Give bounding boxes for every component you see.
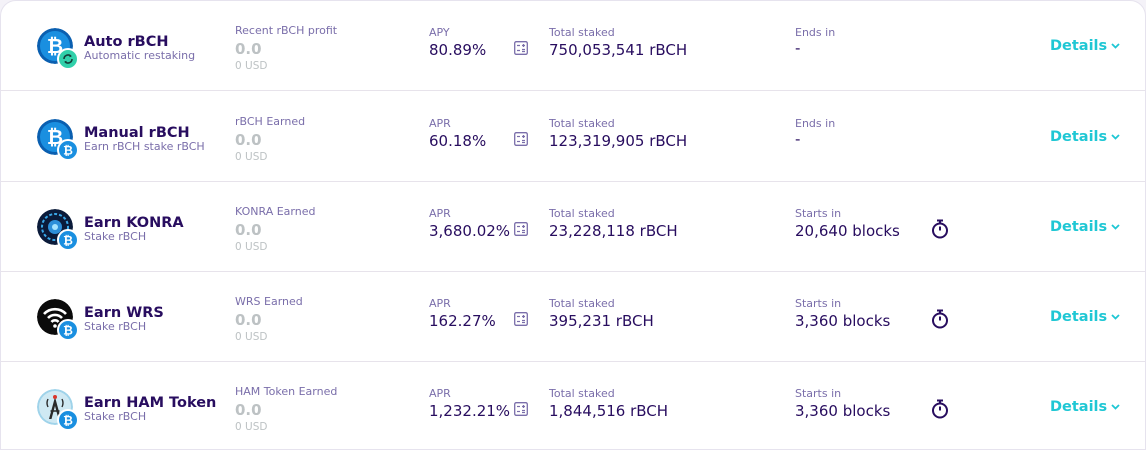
total-staked-value: 1,844,516 rBCH (549, 402, 669, 420)
bch-badge-icon: ₿ (57, 229, 79, 251)
total-staked-value: 750,053,541 rBCH (549, 41, 688, 59)
details-toggle[interactable]: Details (1050, 38, 1120, 54)
earned-usd-value: 0 USD (235, 60, 268, 72)
earned-value: 0.0 (235, 40, 262, 58)
chevron-down-icon (1111, 43, 1120, 49)
rate-value: 162.27% (429, 312, 496, 330)
rate-label: APR (429, 297, 451, 310)
earned-label: HAM Token Earned (235, 385, 338, 398)
auto-restake-icon (57, 48, 79, 70)
timer-icon[interactable] (931, 399, 949, 419)
ends-in-label: Ends in (795, 117, 836, 130)
starts-in-label: Starts in (795, 297, 842, 310)
pool-subtitle: Automatic restaking (84, 49, 196, 62)
rate-label: APR (429, 117, 451, 130)
starts-in-label: Starts in (795, 387, 842, 400)
pool-subtitle: Stake rBCH (84, 410, 147, 423)
total-staked-value: 23,228,118 rBCH (549, 222, 678, 240)
pool-logo: ₿ (37, 299, 79, 341)
starts-in-label: Starts in (795, 207, 842, 220)
details-toggle[interactable]: Details (1050, 309, 1120, 325)
details-toggle[interactable]: Details (1050, 219, 1120, 235)
timer-icon[interactable] (931, 219, 949, 239)
svg-text:₿: ₿ (63, 144, 73, 158)
pool-subtitle: Earn rBCH stake rBCH (84, 140, 205, 153)
chevron-down-icon (1111, 134, 1120, 140)
pool-row-earn-konra[interactable]: ₿ Earn KONRA Stake rBCH KONRA Earned 0.0… (1, 182, 1145, 272)
total-staked-value: 123,319,905 rBCH (549, 132, 688, 150)
calculator-icon[interactable] (514, 41, 528, 55)
pool-row-earn-ham-token[interactable]: ₿ Earn HAM Token Stake rBCH HAM Token Ea… (1, 362, 1145, 449)
pool-logo: ₿ (37, 389, 79, 431)
chevron-down-icon (1111, 224, 1120, 230)
total-staked-label: Total staked (549, 207, 615, 220)
starts-in-value: 3,360 blocks (795, 402, 891, 420)
pool-logo: ₿ (37, 209, 79, 251)
earned-usd-value: 0 USD (235, 331, 268, 343)
starts-in-value: 3,360 blocks (795, 312, 891, 330)
earned-value: 0.0 (235, 401, 262, 419)
total-staked-label: Total staked (549, 297, 615, 310)
calculator-icon[interactable] (514, 132, 528, 146)
rate-label: APR (429, 207, 451, 220)
rate-label: APY (429, 26, 450, 39)
bch-badge-icon: ₿ (57, 409, 79, 431)
timer-icon[interactable] (931, 309, 949, 329)
earned-value: 0.0 (235, 311, 262, 329)
pool-logo: ₿ ₿ (37, 119, 79, 161)
rate-label: APR (429, 387, 451, 400)
details-label: Details (1050, 309, 1108, 325)
rate-value: 3,680.02% (429, 222, 511, 240)
pool-logo: ₿ (37, 28, 79, 70)
total-staked-label: Total staked (549, 387, 615, 400)
pool-subtitle: Stake rBCH (84, 230, 147, 243)
earned-label: rBCH Earned (235, 115, 306, 128)
pool-name: Earn KONRA (84, 215, 184, 231)
calculator-icon[interactable] (514, 222, 528, 236)
svg-text:₿: ₿ (63, 324, 73, 338)
bch-badge-icon: ₿ (57, 319, 79, 341)
details-toggle[interactable]: Details (1050, 129, 1120, 145)
rate-value: 80.89% (429, 41, 487, 59)
earned-usd-value: 0 USD (235, 151, 268, 163)
ends-in-label: Ends in (795, 26, 836, 39)
earned-label: WRS Earned (235, 295, 303, 308)
details-label: Details (1050, 38, 1108, 54)
pool-name: Auto rBCH (84, 34, 169, 50)
chevron-down-icon (1111, 404, 1120, 410)
details-label: Details (1050, 219, 1108, 235)
earned-value: 0.0 (235, 131, 262, 149)
rate-value: 60.18% (429, 132, 487, 150)
pool-subtitle: Stake rBCH (84, 320, 147, 333)
details-toggle[interactable]: Details (1050, 399, 1120, 415)
pool-name: Earn HAM Token (84, 395, 217, 411)
chevron-down-icon (1111, 314, 1120, 320)
calculator-icon[interactable] (514, 312, 528, 326)
bch-badge-icon: ₿ (57, 139, 79, 161)
earned-usd-value: 0 USD (235, 241, 268, 253)
svg-text:₿: ₿ (63, 414, 73, 428)
total-staked-label: Total staked (549, 26, 615, 39)
details-label: Details (1050, 129, 1108, 145)
svg-text:₿: ₿ (63, 234, 73, 248)
pool-name: Manual rBCH (84, 125, 190, 141)
pool-row-manual-rbch[interactable]: ₿ ₿ Manual rBCH Earn rBCH stake rBCH rBC… (1, 92, 1145, 182)
details-label: Details (1050, 399, 1108, 415)
total-staked-label: Total staked (549, 117, 615, 130)
earned-label: Recent rBCH profit (235, 24, 338, 37)
earned-value: 0.0 (235, 221, 262, 239)
ends-in-value: - (795, 39, 801, 57)
total-staked-value: 395,231 rBCH (549, 312, 654, 330)
rate-value: 1,232.21% (429, 402, 511, 420)
starts-in-value: 20,640 blocks (795, 222, 900, 240)
ends-in-value: - (795, 130, 801, 148)
earned-label: KONRA Earned (235, 205, 316, 218)
pool-row-auto-rbch[interactable]: ₿ Auto rBCH Automatic restaking Recent r… (1, 1, 1145, 91)
pool-name: Earn WRS (84, 305, 164, 321)
pool-row-earn-wrs[interactable]: ₿ Earn WRS Stake rBCH WRS Earned 0.0 0 U… (1, 272, 1145, 362)
calculator-icon[interactable] (514, 402, 528, 416)
earned-usd-value: 0 USD (235, 421, 268, 433)
